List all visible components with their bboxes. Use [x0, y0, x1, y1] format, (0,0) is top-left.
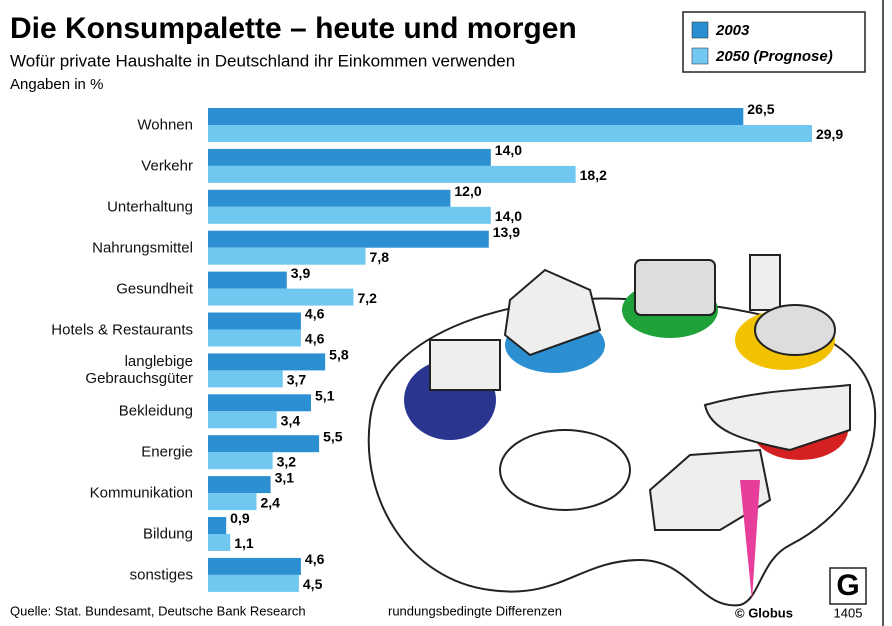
subtitle: Wofür private Haushalte in Deutschland i…	[10, 51, 515, 70]
page: Die Konsumpalette – heute und morgen Wof…	[0, 0, 892, 626]
value-label: 4,6	[305, 306, 325, 322]
value-label: 26,5	[747, 101, 774, 117]
bar	[208, 517, 226, 534]
value-label: 12,0	[454, 183, 481, 199]
legend-swatch	[692, 22, 708, 38]
category-label: Energie	[141, 444, 193, 461]
legend-label: 2003	[715, 22, 750, 39]
bar	[208, 370, 283, 387]
credit: © Globus	[735, 605, 793, 620]
category-label: Bildung	[143, 526, 193, 543]
value-label: 4,5	[303, 576, 323, 592]
category-label: Bekleidung	[119, 403, 193, 420]
value-label: 14,0	[495, 142, 522, 158]
bar	[208, 435, 319, 452]
value-label: 3,9	[291, 265, 311, 281]
bar	[208, 493, 256, 510]
value-label: 18,2	[580, 167, 607, 183]
footnote: rundungsbedingte Differenzen	[388, 603, 562, 618]
category-label: Verkehr	[141, 157, 193, 174]
category-label: langlebige Gebrauchsgüter	[85, 353, 193, 387]
bar	[208, 313, 301, 330]
bar	[208, 231, 489, 248]
value-label: 4,6	[305, 551, 325, 567]
value-label: 3,1	[275, 469, 295, 485]
bar	[208, 149, 491, 166]
bar	[208, 330, 301, 347]
chart-title: Die Konsumpalette – heute und morgen	[10, 12, 577, 45]
bar	[208, 190, 450, 207]
value-label: 2,4	[260, 494, 280, 510]
bar	[208, 248, 366, 265]
value-label: 1,1	[234, 535, 254, 551]
category-label: Gesundheit	[116, 280, 193, 297]
value-label: 5,8	[329, 347, 349, 363]
bar	[208, 289, 353, 306]
value-label: 4,6	[305, 331, 325, 347]
logo: G	[836, 569, 859, 602]
bar	[208, 394, 311, 411]
chart: Die Konsumpalette – heute und morgen Wof…	[0, 0, 892, 626]
bar	[208, 476, 271, 493]
code: 1405	[834, 605, 863, 620]
value-label: 5,5	[323, 428, 343, 444]
legend-swatch	[692, 48, 708, 64]
value-label: 7,2	[357, 290, 377, 306]
category-label: sonstiges	[130, 566, 193, 583]
value-label: 14,0	[495, 208, 522, 224]
bar	[208, 558, 301, 575]
category-label: Kommunikation	[90, 485, 193, 502]
bar	[208, 166, 576, 183]
bar	[208, 108, 743, 125]
category-label: Hotels & Restaurants	[51, 321, 193, 338]
bar	[208, 125, 812, 142]
source: Quelle: Stat. Bundesamt, Deutsche Bank R…	[10, 603, 306, 618]
value-label: 0,9	[230, 510, 250, 526]
category-label: Nahrungsmittel	[92, 239, 193, 256]
value-label: 7,8	[370, 249, 390, 265]
value-label: 29,9	[816, 126, 843, 142]
bar	[208, 272, 287, 289]
bar	[208, 411, 277, 428]
value-label: 3,4	[281, 413, 301, 429]
palette-illustration	[369, 255, 875, 605]
category-label: Unterhaltung	[107, 198, 193, 215]
bar	[208, 534, 230, 551]
bar	[208, 575, 299, 592]
value-label: 13,9	[493, 224, 520, 240]
legend-label: 2050 (Prognose)	[715, 48, 833, 65]
category-label: Wohnen	[137, 117, 193, 134]
value-label: 3,2	[277, 453, 297, 469]
bar	[208, 452, 273, 469]
value-label: 3,7	[287, 372, 307, 388]
bar	[208, 353, 325, 370]
bar	[208, 207, 491, 224]
unit-note: Angaben in %	[10, 76, 103, 93]
value-label: 5,1	[315, 388, 335, 404]
